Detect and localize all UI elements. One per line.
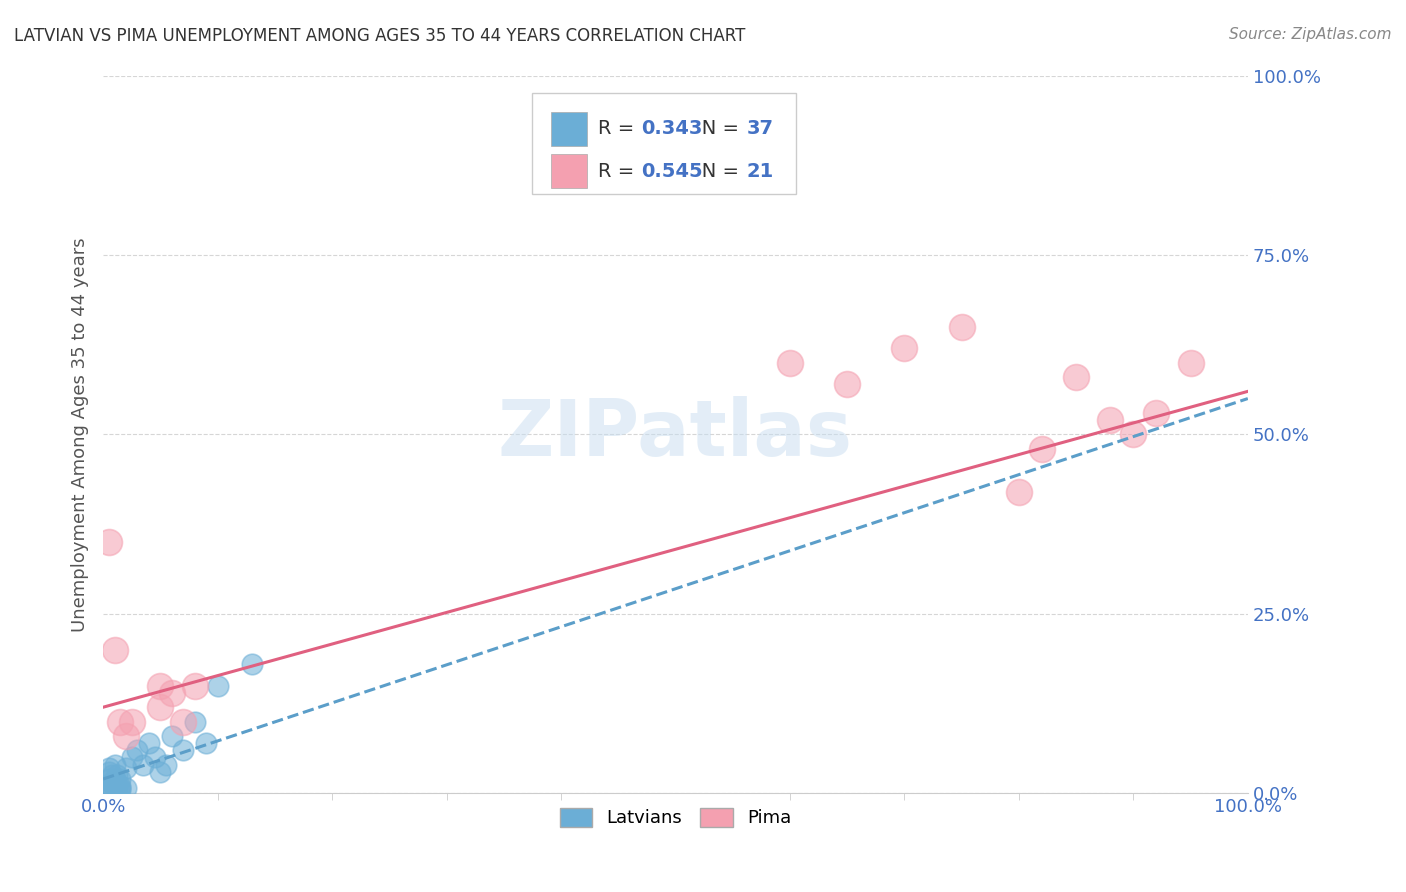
Point	[132, 757, 155, 772]
Point	[837, 377, 859, 392]
Point	[97, 782, 120, 797]
Text: LATVIAN VS PIMA UNEMPLOYMENT AMONG AGES 35 TO 44 YEARS CORRELATION CHART: LATVIAN VS PIMA UNEMPLOYMENT AMONG AGES …	[14, 27, 745, 45]
Text: ZIPatlas: ZIPatlas	[498, 396, 853, 473]
Point	[103, 779, 125, 793]
Point	[105, 780, 128, 795]
Point	[779, 356, 801, 370]
Point	[97, 761, 120, 775]
Point	[950, 319, 973, 334]
Point	[97, 764, 120, 779]
Point	[97, 772, 120, 786]
Text: 37: 37	[747, 120, 773, 138]
Text: N =: N =	[683, 120, 745, 138]
Point	[115, 729, 138, 743]
Point	[149, 679, 172, 693]
Point	[110, 772, 132, 786]
Point	[1031, 442, 1053, 456]
Point	[110, 782, 132, 797]
Point	[101, 768, 124, 782]
Point	[172, 743, 194, 757]
Point	[110, 779, 132, 793]
Point	[101, 775, 124, 789]
FancyBboxPatch shape	[551, 112, 588, 145]
Point	[103, 778, 125, 792]
Text: 21: 21	[747, 161, 773, 181]
Point	[143, 750, 166, 764]
Point	[172, 714, 194, 729]
Point	[110, 714, 132, 729]
Point	[240, 657, 263, 672]
Point	[183, 714, 205, 729]
Point	[101, 782, 124, 797]
Text: N =: N =	[683, 161, 745, 181]
Point	[1008, 484, 1031, 499]
Point	[110, 780, 132, 795]
Point	[97, 778, 120, 792]
Text: R =: R =	[598, 161, 640, 181]
Point	[138, 736, 160, 750]
Point	[103, 642, 125, 657]
Point	[121, 750, 143, 764]
Point	[127, 743, 149, 757]
Point	[183, 679, 205, 693]
Point	[1180, 356, 1202, 370]
Point	[149, 700, 172, 714]
Point	[155, 757, 177, 772]
Text: Source: ZipAtlas.com: Source: ZipAtlas.com	[1229, 27, 1392, 42]
Point	[103, 773, 125, 788]
Point	[97, 535, 120, 549]
Y-axis label: Unemployment Among Ages 35 to 44 years: Unemployment Among Ages 35 to 44 years	[72, 237, 89, 632]
Point	[1144, 406, 1167, 420]
Point	[105, 779, 128, 793]
Point	[195, 736, 218, 750]
Point	[121, 714, 143, 729]
Point	[103, 757, 125, 772]
FancyBboxPatch shape	[533, 94, 796, 194]
Text: R =: R =	[598, 120, 640, 138]
Legend: Latvians, Pima: Latvians, Pima	[553, 801, 799, 835]
Point	[115, 780, 138, 795]
Point	[115, 761, 138, 775]
Point	[207, 679, 229, 693]
Point	[893, 341, 915, 355]
Point	[160, 729, 183, 743]
Point	[1122, 427, 1144, 442]
Text: 0.343: 0.343	[641, 120, 703, 138]
Point	[160, 686, 183, 700]
Point	[105, 768, 128, 782]
Point	[103, 772, 125, 786]
Point	[101, 775, 124, 789]
Point	[101, 780, 124, 795]
Point	[149, 764, 172, 779]
Point	[1099, 413, 1122, 427]
Text: 0.545: 0.545	[641, 161, 703, 181]
FancyBboxPatch shape	[551, 154, 588, 188]
Point	[1064, 370, 1087, 384]
